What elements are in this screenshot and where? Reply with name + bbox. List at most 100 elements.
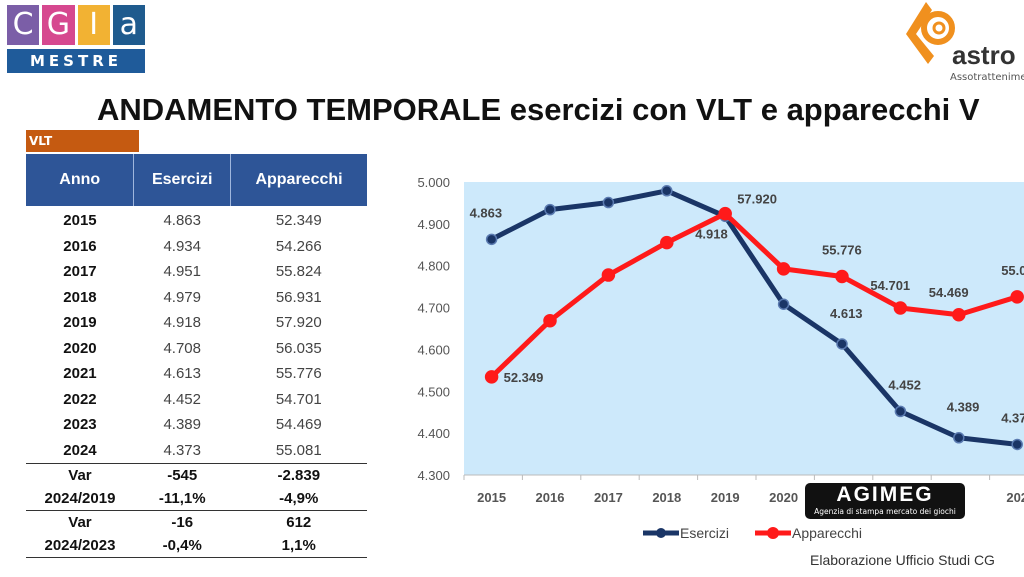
cell-esercizi: 4.863 [163,212,201,230]
data-label: 54.469 [929,285,969,300]
data-point-apparecchi [718,206,732,221]
data-label: 4.452 [888,377,921,392]
cell-esercizi: 4.951 [163,263,201,281]
data-label: 4.613 [830,306,863,321]
variation-row: 2024/2019 -11,1% -4,9% [26,487,367,511]
data-point-esercizi [1011,438,1023,451]
cell-esercizi: 4.452 [163,390,201,408]
y-tick-label: 4.800 [417,259,450,274]
variation-label: Var [26,463,134,487]
data-point-apparecchi [543,313,557,328]
cell-year: 2015 [63,212,97,230]
cgia-logo-letter: G [42,5,75,45]
data-point-esercizi [953,431,965,444]
variation-row: Var -545 -2.839 [26,463,367,487]
variation-apparecchi-abs: -2.839 [230,463,367,487]
agimeg-logo-name: AGIMEG [836,483,934,506]
cell-esercizi: 4.979 [163,288,201,306]
cell-esercizi: 4.373 [163,441,201,459]
y-tick-label: 5.000 [417,175,450,190]
variation-esercizi-pct: -0,4% [133,534,231,558]
data-point-apparecchi [601,268,616,282]
data-label: 4.863 [470,205,503,220]
cell-apparecchi: 54.266 [275,237,322,255]
column-header-anno: Anno [26,154,134,206]
source-footer: Elaborazione Ufficio Studi CG [810,552,995,568]
x-tick-label: 2017 [594,490,623,505]
variation-esercizi-pct: -11,1% [158,490,206,507]
x-tick-label: 2015 [477,490,506,505]
legend-label-esercizi: Esercizi [680,525,729,541]
y-tick-label: 4.900 [417,217,450,232]
cell-year: 2016 [63,237,97,255]
x-tick-label: 2020 [769,490,798,505]
variation-esercizi-abs: -16 [133,510,231,534]
table-row: 2017 4.951 55.824 [26,259,367,285]
data-point-apparecchi [835,269,849,284]
x-tick-label: 2016 [536,490,565,505]
variation-period: 2024/2019 [44,490,116,507]
column-header-apparecchi: Apparecchi [230,154,367,206]
data-point-apparecchi [776,262,791,276]
data-point-apparecchi [893,301,908,315]
table-row: 2024 4.373 55.081 [26,438,367,464]
variation-apparecchi-pct: -4,9% [279,490,319,507]
cell-year: 2024 [63,441,97,459]
astro-swirl-icon [906,2,955,64]
data-point-esercizi [661,185,673,197]
legend-marker [767,527,779,539]
cell-apparecchi: 52.349 [275,212,322,230]
cell-esercizi: 4.389 [163,416,201,434]
page-title: ANDAMENTO TEMPORALE esercizi con VLT e a… [97,92,980,127]
x-tick-label: 2019 [711,490,740,505]
cgia-logo-letter: I [77,5,110,45]
y-tick-label: 4.600 [417,342,450,357]
cell-apparecchi: 54.701 [275,390,322,408]
table-row: 2019 4.918 57.920 [26,310,367,336]
data-label: 4.389 [947,400,980,415]
y-tick-label: 4.700 [417,301,450,316]
cell-esercizi: 4.918 [163,314,201,332]
cell-year: 2019 [63,314,97,332]
data-label: 57.920 [737,192,777,207]
table-row: 2023 4.389 54.469 [26,412,367,438]
cell-year: 2022 [63,390,97,408]
astro-logo-word: astro [952,40,1016,70]
cgia-logo-letter: C [7,5,40,45]
data-point-esercizi [894,405,907,418]
variation-apparecchi-abs: 612 [230,510,367,534]
data-point-esercizi [836,338,848,350]
data-point-apparecchi [1010,290,1024,304]
table-row: 2016 4.934 54.266 [26,234,367,260]
series-line-apparecchi [489,211,1018,379]
table-row: 2022 4.452 54.701 [26,387,367,413]
x-tick-label: 2018 [652,490,681,505]
data-label: 4.37 [1001,410,1024,425]
cgia-logo-letter: a [112,5,145,45]
cell-year: 2017 [63,263,97,281]
cell-esercizi: 4.708 [163,339,201,357]
series-line-esercizi [490,188,1018,447]
variation-period: 2024/2023 [26,534,134,558]
table-tab-label: VLT [26,130,139,152]
table-row: 2021 4.613 55.776 [26,361,367,387]
cgia-logo-subtitle: MESTRE [7,49,145,73]
cell-year: 2020 [63,339,97,357]
cell-year: 2021 [63,365,97,383]
cell-apparecchi: 54.469 [275,416,322,434]
cell-year: 2023 [63,416,97,434]
variation-row: 2024/2023 -0,4% 1,1% [26,534,367,558]
table-row: 2020 4.708 56.035 [26,336,367,362]
table-row: 2015 4.863 52.349 [26,206,367,234]
data-label: 55.776 [822,242,862,257]
variation-apparecchi-pct: 1,1% [230,534,367,558]
data-point-apparecchi [952,308,966,322]
y-tick-label: 4.300 [417,468,450,483]
cell-apparecchi: 56.931 [275,288,322,306]
data-point-esercizi [777,298,790,310]
data-label: 4.918 [695,226,728,241]
data-point-esercizi [544,203,556,216]
data-point-esercizi [602,196,615,209]
